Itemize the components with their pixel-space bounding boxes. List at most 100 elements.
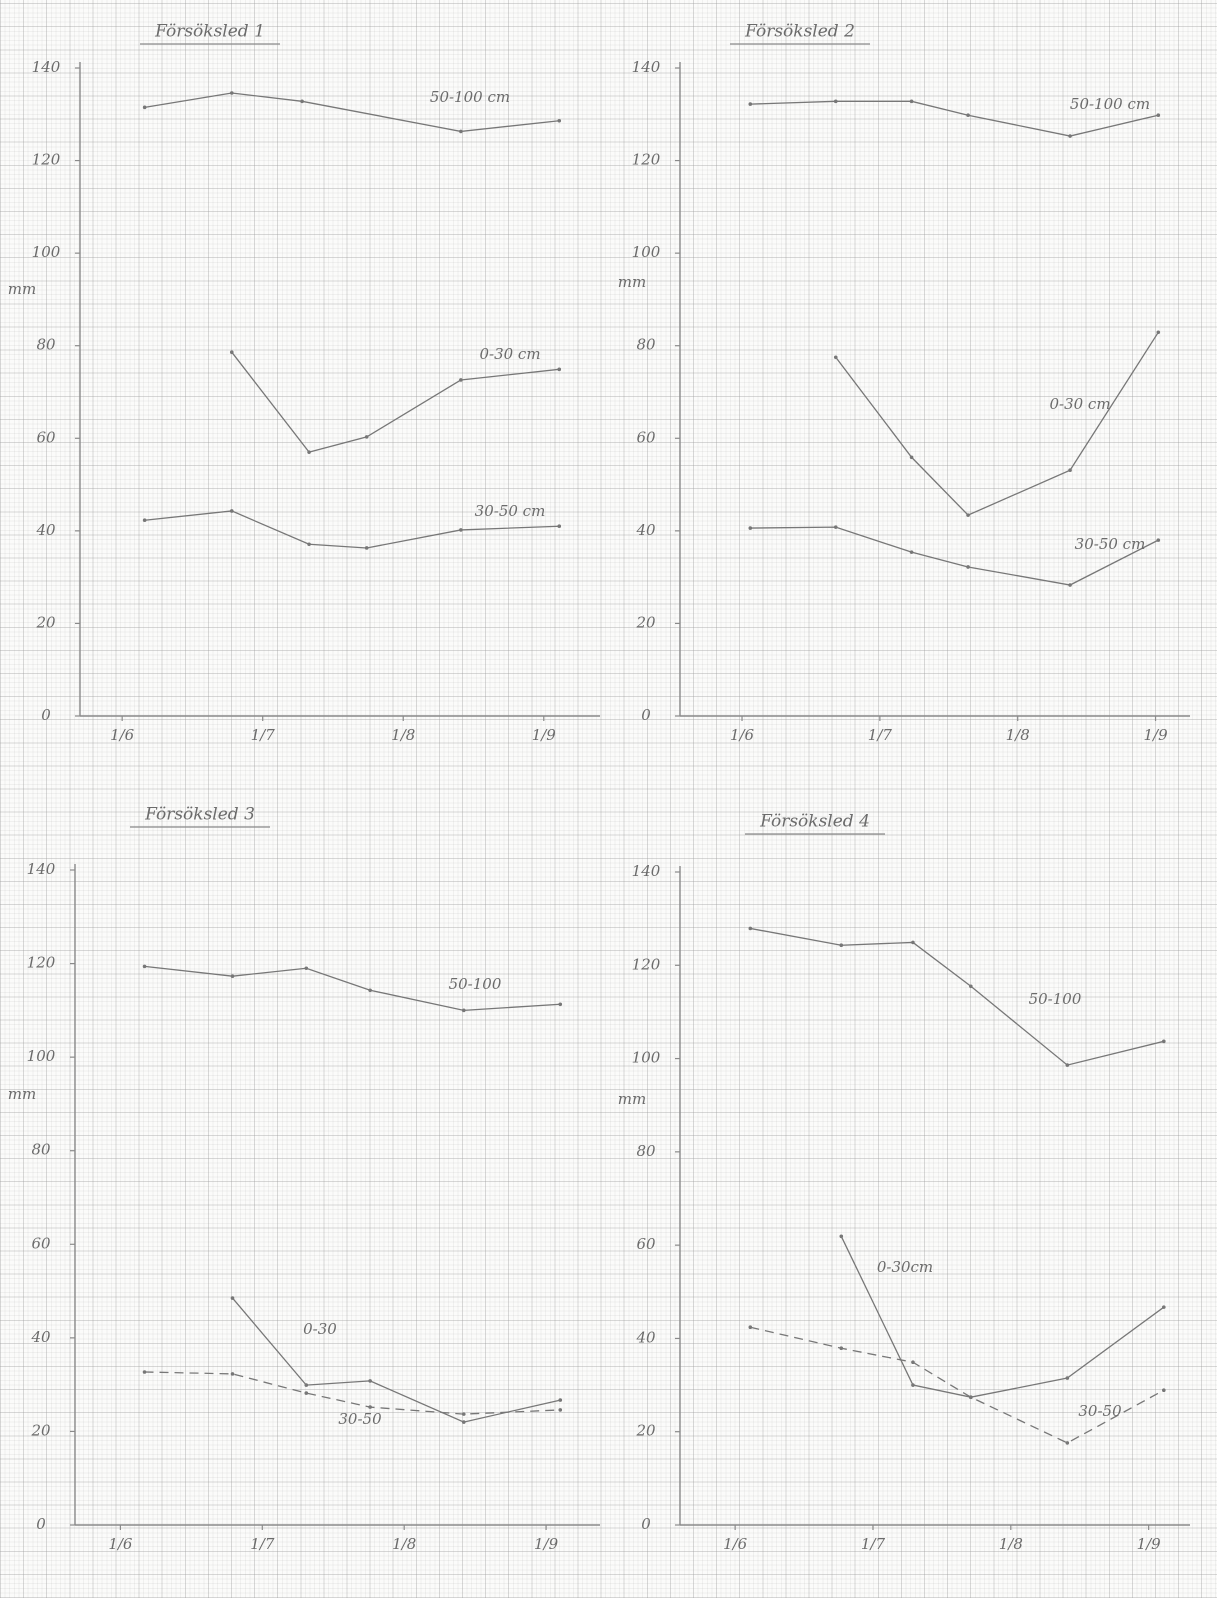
data-point bbox=[230, 350, 234, 354]
y-tick-label: 20 bbox=[635, 613, 656, 631]
data-point bbox=[558, 1002, 562, 1006]
x-tick-label: 1/9 bbox=[532, 726, 557, 744]
x-tick-label: 1/6 bbox=[110, 726, 135, 744]
y-tick-label: 0 bbox=[641, 1515, 651, 1533]
data-point bbox=[834, 525, 838, 529]
data-point bbox=[911, 1383, 915, 1387]
y-tick-label: 20 bbox=[635, 1422, 656, 1440]
series-label: 30-50 bbox=[1078, 1402, 1122, 1420]
series-label: 0-30 bbox=[303, 1320, 337, 1338]
data-point bbox=[966, 113, 970, 117]
data-point bbox=[834, 355, 838, 359]
data-point bbox=[910, 100, 914, 104]
data-point bbox=[748, 526, 752, 530]
x-tick-label: 1/7 bbox=[250, 1535, 275, 1553]
data-point bbox=[304, 1383, 308, 1387]
y-tick-label: 140 bbox=[632, 862, 661, 880]
y-tick-label: 120 bbox=[632, 955, 661, 973]
y-axis-label: mm bbox=[8, 1085, 36, 1103]
data-point bbox=[143, 1370, 147, 1374]
data-point bbox=[1066, 1063, 1070, 1067]
x-tick-label: 1/8 bbox=[391, 726, 415, 744]
data-point bbox=[459, 528, 463, 532]
data-point bbox=[1156, 113, 1160, 117]
data-point bbox=[911, 1360, 915, 1364]
data-point bbox=[230, 91, 234, 95]
series-line bbox=[232, 352, 559, 452]
y-tick-label: 80 bbox=[36, 336, 56, 354]
data-point bbox=[558, 1398, 562, 1402]
y-tick-label: 40 bbox=[635, 521, 656, 539]
data-point bbox=[969, 984, 973, 988]
series-line bbox=[836, 332, 1159, 515]
y-tick-label: 60 bbox=[636, 428, 656, 446]
data-point bbox=[910, 550, 914, 554]
y-tick-label: 40 bbox=[35, 521, 56, 539]
data-point bbox=[231, 974, 235, 978]
data-point bbox=[230, 509, 234, 513]
series-label: 30-50 cm bbox=[475, 502, 546, 520]
y-tick-label: 60 bbox=[636, 1235, 656, 1253]
data-point bbox=[462, 1412, 466, 1416]
data-point bbox=[557, 524, 561, 528]
data-point bbox=[300, 100, 304, 104]
y-tick-label: 120 bbox=[632, 151, 661, 169]
x-tick-label: 1/8 bbox=[392, 1535, 416, 1553]
data-point bbox=[1162, 1305, 1166, 1309]
data-point bbox=[368, 1379, 372, 1383]
series-line bbox=[145, 1372, 561, 1414]
series-label: 50-100 cm bbox=[1070, 95, 1150, 113]
x-tick-label: 1/6 bbox=[730, 726, 755, 744]
y-axis-label: mm bbox=[618, 273, 646, 291]
data-point bbox=[834, 100, 838, 104]
data-point bbox=[368, 1405, 372, 1409]
data-point bbox=[307, 450, 311, 454]
series-label: 0-30 cm bbox=[479, 345, 540, 363]
series-label: 50-100 cm bbox=[430, 88, 510, 106]
y-tick-label: 20 bbox=[35, 613, 56, 631]
data-point bbox=[368, 988, 372, 992]
data-point bbox=[558, 1408, 562, 1412]
data-point bbox=[839, 943, 843, 947]
data-point bbox=[365, 546, 369, 550]
y-tick-label: 80 bbox=[636, 1142, 656, 1160]
y-tick-label: 0 bbox=[36, 1515, 46, 1533]
data-point bbox=[557, 368, 561, 372]
x-tick-label: 1/8 bbox=[999, 1535, 1023, 1553]
data-point bbox=[557, 119, 561, 123]
data-point bbox=[459, 130, 463, 134]
data-point bbox=[911, 941, 915, 945]
y-tick-label: 60 bbox=[36, 428, 56, 446]
y-tick-label: 140 bbox=[27, 860, 56, 878]
x-tick-label: 1/9 bbox=[1143, 726, 1168, 744]
data-point bbox=[1066, 1376, 1070, 1380]
y-tick-label: 20 bbox=[30, 1421, 51, 1439]
x-tick-label: 1/6 bbox=[108, 1535, 133, 1553]
x-tick-label: 1/8 bbox=[1006, 726, 1030, 744]
series-line bbox=[750, 928, 1164, 1065]
data-point bbox=[748, 1325, 752, 1329]
data-point bbox=[307, 542, 311, 546]
series-label: 50-100 bbox=[1029, 990, 1082, 1008]
chart-title: Försöksled 4 bbox=[759, 812, 870, 832]
data-point bbox=[231, 1296, 235, 1300]
data-point bbox=[1156, 538, 1160, 542]
data-point bbox=[1162, 1388, 1166, 1392]
data-point bbox=[143, 106, 147, 110]
y-tick-label: 0 bbox=[41, 706, 51, 724]
y-tick-label: 0 bbox=[641, 706, 651, 724]
data-point bbox=[1068, 468, 1072, 472]
data-point bbox=[1068, 583, 1072, 587]
x-tick-label: 1/6 bbox=[723, 1535, 748, 1553]
data-point bbox=[748, 927, 752, 931]
y-tick-label: 100 bbox=[27, 1047, 56, 1065]
data-point bbox=[910, 455, 914, 459]
series-label: 0-30 cm bbox=[1049, 395, 1110, 413]
x-tick-label: 1/9 bbox=[1137, 1535, 1162, 1553]
y-tick-label: 40 bbox=[30, 1328, 51, 1346]
y-axis-label: mm bbox=[618, 1090, 646, 1108]
series-label: 30-50 cm bbox=[1075, 535, 1146, 553]
series-label: 0-30cm bbox=[877, 1258, 933, 1276]
data-point bbox=[462, 1420, 466, 1424]
data-point bbox=[1162, 1040, 1166, 1044]
